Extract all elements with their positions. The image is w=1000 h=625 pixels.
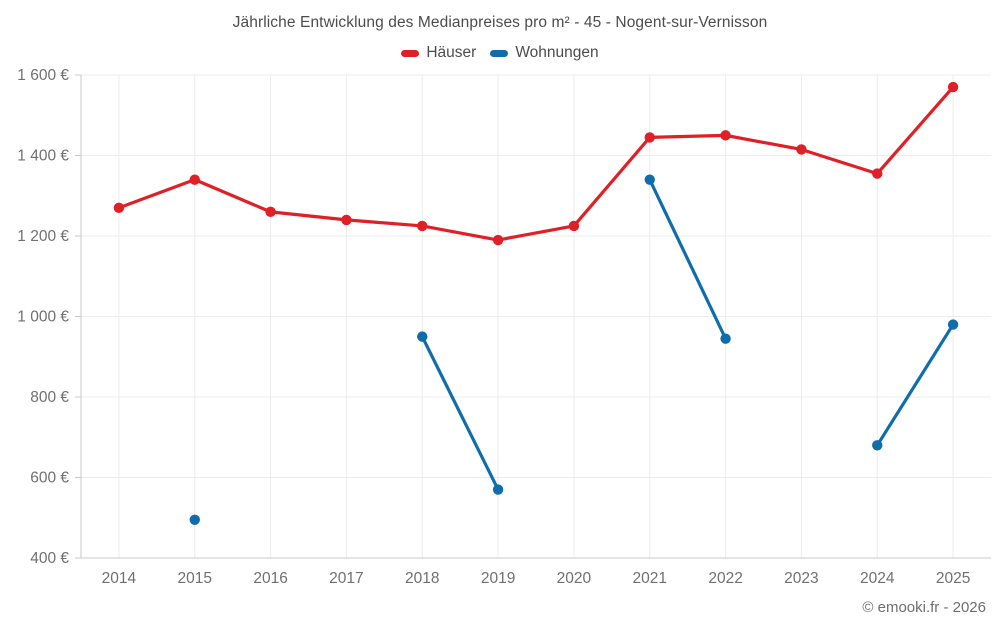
x-axis-label-2022: 2022	[708, 570, 742, 587]
hauser-point-2021[interactable]	[644, 132, 655, 143]
wohnungen-point-2018[interactable]	[417, 331, 428, 342]
x-axis-label-2019: 2019	[481, 570, 515, 587]
x-axis-label-2020: 2020	[557, 570, 592, 587]
hauser-point-2024[interactable]	[872, 168, 883, 179]
legend-item-wohnungen[interactable]: Wohnungen	[490, 44, 599, 62]
legend-label-hauser: Häuser	[426, 44, 477, 61]
x-axis-label-2016: 2016	[253, 570, 287, 587]
y-axis-label: 1 400 €	[17, 148, 69, 165]
x-axis-label-2014: 2014	[102, 570, 137, 587]
x-axis-label-2018: 2018	[405, 570, 439, 587]
hauser-point-2019[interactable]	[492, 234, 504, 246]
y-axis-label: 1 000 €	[17, 309, 69, 326]
hauser-point-2014[interactable]	[113, 202, 125, 214]
hauser-point-2022[interactable]	[720, 130, 731, 141]
wohnungen-point-2021[interactable]	[644, 174, 655, 185]
hauser-point-2018[interactable]	[417, 220, 428, 232]
x-axis-label-2015: 2015	[178, 570, 212, 587]
chart-title: Jährliche Entwicklung des Medianpreises …	[232, 14, 768, 31]
y-axis-label: 800 €	[30, 389, 69, 406]
y-axis-label: 1 200 €	[17, 228, 69, 245]
y-axis-label: 600 €	[30, 470, 69, 487]
y-axis-label: 1 600 €	[17, 67, 69, 84]
legend-label-wohnungen: Wohnungen	[515, 44, 599, 61]
copyright-text: © emooki.fr - 2026	[862, 599, 986, 616]
legend: Häuser Wohnungen	[0, 44, 1000, 62]
wohnungen-line-segment	[875, 322, 955, 447]
x-axis-label-2023: 2023	[784, 570, 818, 587]
wohnungen-line-segment	[648, 178, 728, 341]
wohnungen-point-2024[interactable]	[872, 440, 883, 451]
wohnungen-line-segment	[420, 335, 500, 492]
wohnungen-point-2025[interactable]	[947, 319, 959, 330]
y-axis-label: 400 €	[30, 550, 69, 567]
x-axis-label-2021: 2021	[633, 570, 667, 587]
wohnungen-point-2015[interactable]	[189, 514, 200, 525]
hauser-point-2016[interactable]	[265, 206, 276, 218]
wohnungen-point-2022[interactable]	[720, 333, 731, 344]
x-axis-label-2024: 2024	[860, 570, 895, 587]
x-axis-label-2025: 2025	[936, 570, 970, 587]
hauser-point-2023[interactable]	[796, 144, 807, 155]
legend-item-hauser[interactable]: Häuser	[401, 44, 476, 62]
wohnungen-series-swatch-icon	[490, 49, 509, 57]
hauser-point-2020[interactable]	[568, 220, 580, 232]
hauser-point-2015[interactable]	[189, 174, 200, 185]
hauser-series-swatch-icon	[401, 49, 420, 57]
hauser-point-2017[interactable]	[341, 214, 352, 226]
wohnungen-point-2019[interactable]	[492, 484, 504, 495]
x-axis-label-2017: 2017	[329, 570, 363, 587]
hauser-point-2025[interactable]	[947, 81, 959, 93]
hauser-line-segment	[117, 85, 955, 242]
